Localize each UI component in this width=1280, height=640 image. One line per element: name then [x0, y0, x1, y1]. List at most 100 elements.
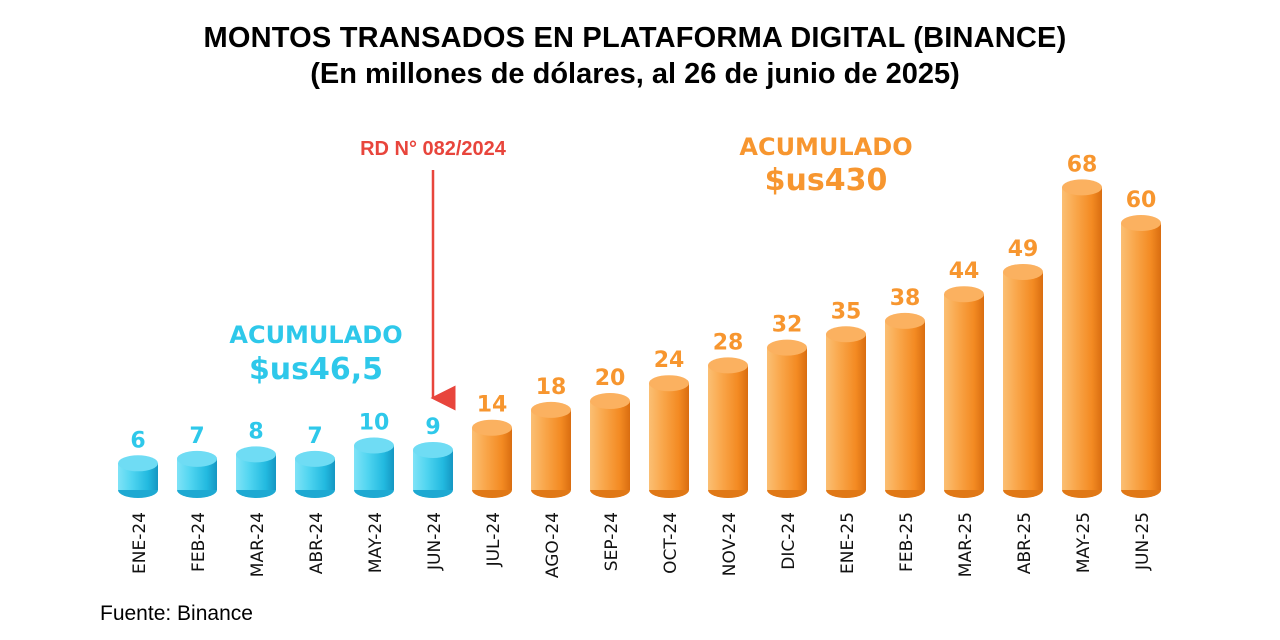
bar-body: [649, 383, 689, 490]
bar-top: [767, 339, 807, 356]
bars-layer: [118, 179, 1161, 498]
bar-body: [885, 320, 925, 490]
data-label: 49: [1008, 237, 1039, 262]
bar-may-24: [354, 437, 394, 498]
bar-top: [472, 419, 512, 436]
data-label: 18: [536, 375, 567, 400]
data-label: 32: [772, 313, 803, 338]
annotation-before-label: ACUMULADO: [229, 321, 402, 349]
bar-body: [767, 347, 807, 490]
bar-abr-25: [1003, 263, 1043, 498]
x-tick-label: MAR-24: [248, 512, 268, 577]
x-tick-label: SEP-24: [602, 512, 622, 571]
bar-top: [295, 450, 335, 467]
bar-body: [1121, 223, 1161, 490]
annotation-after-label: ACUMULADO: [739, 133, 912, 161]
regulation-marker: RD N° 082/2024: [360, 138, 507, 411]
bar-top: [885, 312, 925, 329]
data-label: 14: [477, 393, 508, 418]
x-tick-label: JUN-24: [425, 512, 445, 571]
x-tick-label: ABR-25: [1015, 512, 1035, 574]
data-label: 8: [248, 419, 263, 444]
data-label: 35: [831, 299, 862, 324]
bar-jul-24: [472, 419, 512, 498]
bar-top: [590, 393, 630, 409]
x-tick-label: DIC-24: [779, 512, 799, 570]
bar-top: [944, 286, 984, 303]
bar-top: [1003, 263, 1043, 280]
x-tick-label: ENE-25: [838, 512, 858, 574]
x-tick-label: FEB-24: [189, 512, 209, 572]
bar-top: [118, 455, 158, 472]
bar-top: [1121, 215, 1161, 231]
data-label: 44: [949, 259, 980, 284]
bar-body: [1062, 187, 1102, 490]
title-block: MONTOS TRANSADOS EN PLATAFORMA DIGITAL (…: [0, 20, 1270, 92]
data-label: 68: [1067, 152, 1098, 177]
data-label: 7: [189, 424, 204, 449]
bar-top: [708, 357, 748, 374]
data-label: 10: [359, 411, 390, 436]
annotation-before-value: $us46,5: [249, 352, 383, 387]
x-tick-label: JUL-24: [484, 512, 504, 567]
x-tick-label: AGO-24: [543, 512, 563, 578]
marker-label: RD N° 082/2024: [360, 138, 507, 160]
bar-body: [1003, 271, 1043, 490]
x-tick-label: OCT-24: [661, 512, 681, 574]
bar-top: [354, 437, 394, 454]
bar-top: [413, 441, 453, 458]
data-label: 20: [595, 366, 626, 391]
bar-mar-25: [944, 286, 984, 498]
data-label: 7: [307, 424, 322, 449]
bar-nov-24: [708, 357, 748, 498]
annotation-before: ACUMULADO $us46,5: [229, 321, 402, 387]
bar-body: [826, 334, 866, 490]
annotation-after-value: $us430: [765, 163, 888, 198]
bar-top: [177, 450, 217, 467]
x-tick-label: MAY-25: [1074, 512, 1094, 573]
source-note: Fuente: Binance: [100, 602, 253, 625]
bar-may-25: [1062, 179, 1102, 498]
bar-top: [826, 326, 866, 343]
x-tick-label: ENE-24: [130, 512, 150, 574]
x-tick-label: MAR-25: [956, 512, 976, 577]
bar-oct-24: [649, 375, 689, 498]
bar-top: [236, 446, 276, 463]
chart-title: MONTOS TRANSADOS EN PLATAFORMA DIGITAL (…: [203, 22, 1067, 54]
chart-subtitle: (En millones de dólares, al 26 de junio …: [310, 58, 960, 90]
bar-feb-25: [885, 312, 925, 498]
bar-jun-24: [413, 441, 453, 498]
bar-ene-25: [826, 326, 866, 498]
bar-abr-24: [295, 450, 335, 498]
bar-body: [590, 401, 630, 490]
data-label: 24: [654, 348, 685, 373]
x-tick-label: ABR-24: [307, 512, 327, 574]
bar-body: [944, 294, 984, 490]
data-label: 60: [1126, 188, 1157, 213]
data-label: 9: [425, 415, 440, 440]
bar-body: [472, 427, 512, 490]
data-labels-layer: 6 7 8 7 10 9 14 18 20 24 28 32 35 38 44 49 68 60: [130, 152, 1156, 453]
bar-body: [708, 365, 748, 490]
data-label: 38: [890, 286, 921, 311]
bar-top: [649, 375, 689, 392]
bar-mar-24: [236, 446, 276, 498]
bar-feb-24: [177, 450, 217, 498]
x-tick-label: FEB-25: [897, 512, 917, 572]
bar-body: [531, 409, 571, 490]
x-tick-label: NOV-24: [720, 512, 740, 576]
x-tick-label: MAY-24: [366, 512, 386, 573]
bar-ene-24: [118, 455, 158, 498]
bar-ago-24: [531, 401, 571, 498]
bar-jun-25: [1121, 215, 1161, 498]
bar-dic-24: [767, 339, 807, 498]
annotation-after: ACUMULADO $us430: [739, 133, 912, 198]
data-label: 6: [130, 428, 145, 453]
x-tick-label: JUN-25: [1133, 512, 1153, 571]
data-label: 28: [713, 330, 744, 355]
bar-sep-24: [590, 393, 630, 498]
bar-top: [531, 401, 571, 418]
x-axis-tick-labels: ENE-24 FEB-24 MAR-24 ABR-24 MAY-24 JUN-24 JUL-…: [130, 512, 1153, 578]
bar-top: [1062, 179, 1102, 196]
